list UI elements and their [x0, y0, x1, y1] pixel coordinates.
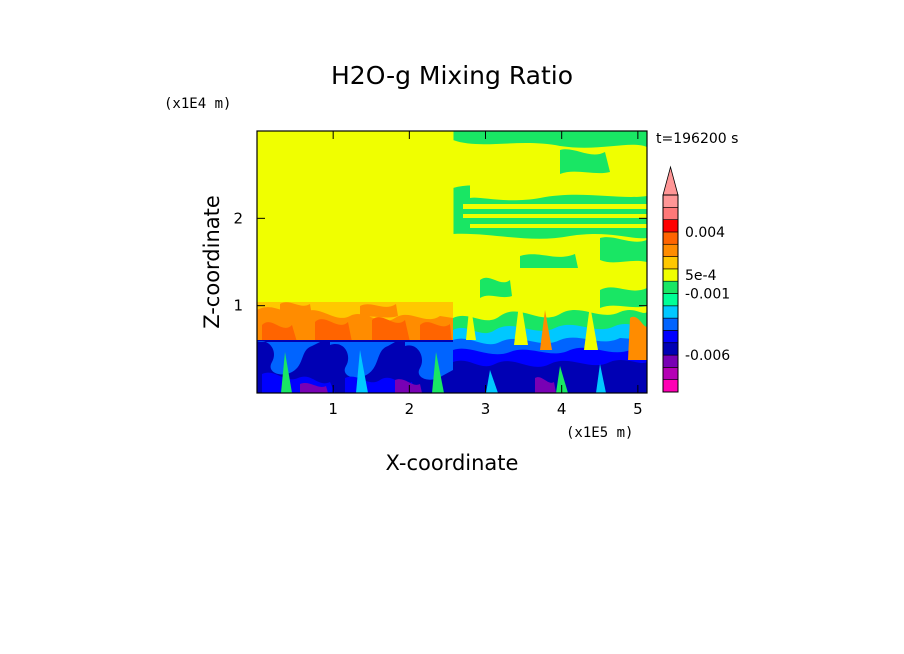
plot-frame: [256, 130, 648, 394]
time-label: t=196200 s: [656, 131, 738, 147]
x-tick-label: 1: [328, 400, 338, 418]
colorbar-swatch: [662, 207, 679, 220]
contour-field: [257, 131, 647, 393]
x-tick-label: 4: [557, 400, 567, 418]
x-scale-label: (x1E5 m): [566, 425, 633, 441]
colorbar-swatch: [662, 354, 679, 368]
x-tick-label: 2: [405, 400, 415, 418]
boundary-layer-left: [257, 302, 453, 348]
y-tick-label: 2: [233, 209, 243, 227]
colorbar-label: 5e-4: [685, 268, 717, 284]
colorbar-swatch: [662, 231, 679, 245]
colorbar-swatch: [662, 268, 679, 282]
colorbar-label: -0.006: [685, 348, 730, 364]
x-tick-label: 5: [633, 400, 643, 418]
colorbar-swatch: [662, 243, 679, 257]
colorbar-label: 0.004: [685, 225, 725, 241]
colorbar: 0.004 5e-4 -0.001 -0.006: [662, 165, 730, 393]
colorbar-swatch: [662, 305, 679, 319]
colorbar-swatch: [662, 317, 679, 331]
colorbar-swatch: [662, 330, 679, 344]
colorbar-swatch: [662, 379, 679, 393]
x-tick-label: 3: [481, 400, 491, 418]
colorbar-extend-arrow: [662, 165, 679, 196]
colorbar-swatch: [662, 219, 679, 233]
colorbar-swatch: [662, 367, 679, 380]
upper-right-region: [453, 131, 647, 308]
colorbar-swatch: [662, 342, 679, 356]
colorbar-swatch: [662, 280, 679, 294]
bottom-layer: [257, 340, 647, 393]
y-tick-label: 1: [233, 297, 243, 315]
colorbar-swatch: [662, 256, 679, 270]
y-scale-label: (x1E4 m): [164, 96, 231, 112]
colorbar-frame: [662, 194, 679, 393]
colorbar-swatch: [662, 194, 679, 208]
y-axis-label: Z-coordinate: [200, 195, 224, 329]
colorbar-label: -0.001: [685, 287, 730, 303]
x-axis-label: X-coordinate: [386, 451, 519, 475]
chart-title: H2O-g Mixing Ratio: [331, 61, 573, 90]
colorbar-swatch: [662, 293, 679, 307]
x-axis-ticks: 1 2 3 4 5: [328, 131, 643, 418]
y-axis-ticks: 12: [233, 209, 647, 315]
